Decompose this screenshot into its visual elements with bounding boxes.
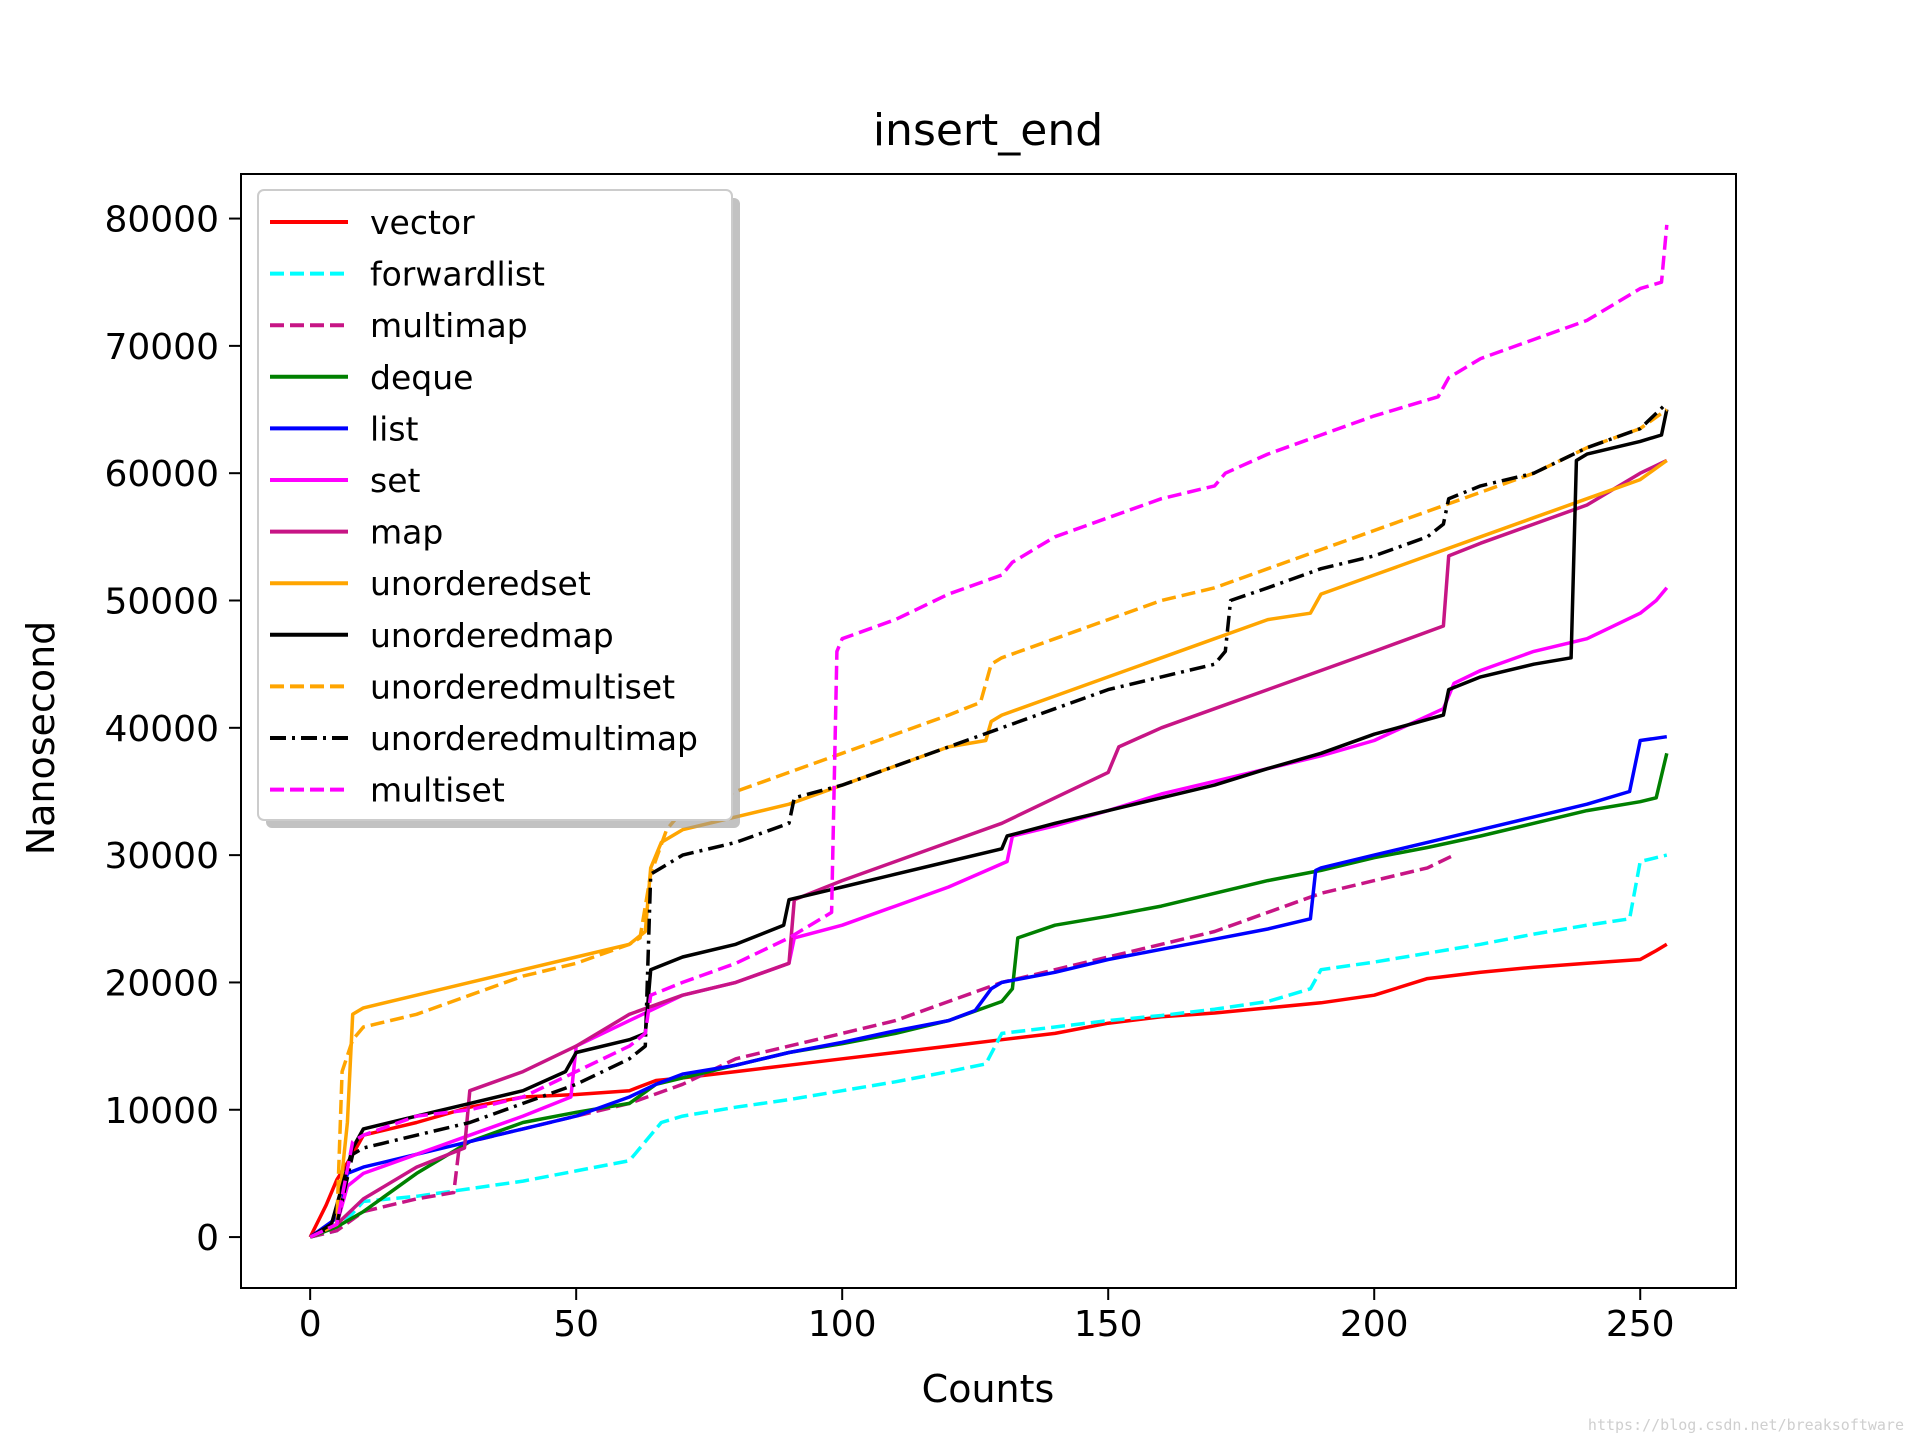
y-tick-label: 20000 xyxy=(104,963,219,1004)
legend-label-unorderedmap: unorderedmap xyxy=(370,616,614,655)
legend-label-unorderedmultiset: unorderedmultiset xyxy=(370,667,675,706)
plot-frame xyxy=(240,173,1737,1289)
legend-label-list: list xyxy=(370,409,419,448)
x-tick-label: 0 xyxy=(299,1304,322,1345)
series-line-map xyxy=(309,458,1668,1239)
series-line-unorderedmultiset xyxy=(309,408,1668,1239)
x-axis-label: Counts xyxy=(922,1367,1055,1411)
legend-label-deque: deque xyxy=(370,358,473,397)
legend-box xyxy=(257,189,733,821)
y-axis-label: Nanosecond xyxy=(19,621,63,856)
y-tick-label: 0 xyxy=(196,1218,219,1259)
legend-label-vector: vector xyxy=(370,203,475,242)
x-tick-label: 100 xyxy=(808,1304,877,1345)
legend-label-unorderedset: unorderedset xyxy=(370,564,591,603)
series-line-set xyxy=(309,586,1669,1239)
chart-title: insert_end xyxy=(873,105,1103,156)
watermark: https://blog.csdn.net/breaksoftware xyxy=(1587,1416,1904,1434)
series-line-deque xyxy=(309,752,1669,1239)
x-axis-ticks: 0 50 100 150 200 250 xyxy=(299,1288,1675,1345)
legend-label-set: set xyxy=(370,461,420,500)
x-tick-label: 250 xyxy=(1606,1304,1675,1345)
plot-lines xyxy=(308,224,1669,1239)
series-line-forwardlist xyxy=(309,853,1668,1239)
series-line-list xyxy=(309,734,1668,1239)
legend-label-forwardlist: forwardlist xyxy=(370,255,545,294)
x-tick-label: 50 xyxy=(553,1304,599,1345)
y-tick-label: 30000 xyxy=(104,836,219,877)
y-tick-label: 80000 xyxy=(104,200,219,241)
legend-label-multimap: multimap xyxy=(370,306,528,345)
legend-label-map: map xyxy=(370,513,443,552)
y-axis-ticks: 0 10000 20000 30000 40000 50000 60000 70000 8000… xyxy=(104,200,241,1259)
y-tick-label: 40000 xyxy=(104,709,219,750)
legend: vector forwardlist multimap deque list set map… xyxy=(257,189,740,828)
y-tick-label: 60000 xyxy=(104,454,219,495)
series-line-unorderedset xyxy=(309,459,1668,1239)
y-tick-label: 10000 xyxy=(104,1091,219,1132)
series-line-unorderedmultimap xyxy=(309,401,1669,1239)
legend-label-multiset: multiset xyxy=(370,771,505,810)
y-tick-label: 70000 xyxy=(104,327,219,368)
y-tick-label: 50000 xyxy=(104,582,219,623)
series-line-multimap xyxy=(309,853,1455,1239)
x-tick-label: 150 xyxy=(1074,1304,1143,1345)
legend-label-unorderedmultimap: unorderedmultimap xyxy=(370,719,698,758)
series-line-unorderedmap xyxy=(309,409,1669,1239)
series-line-vector xyxy=(308,942,1668,1238)
series-line-multiset xyxy=(309,224,1669,1239)
x-tick-label: 200 xyxy=(1340,1304,1409,1345)
